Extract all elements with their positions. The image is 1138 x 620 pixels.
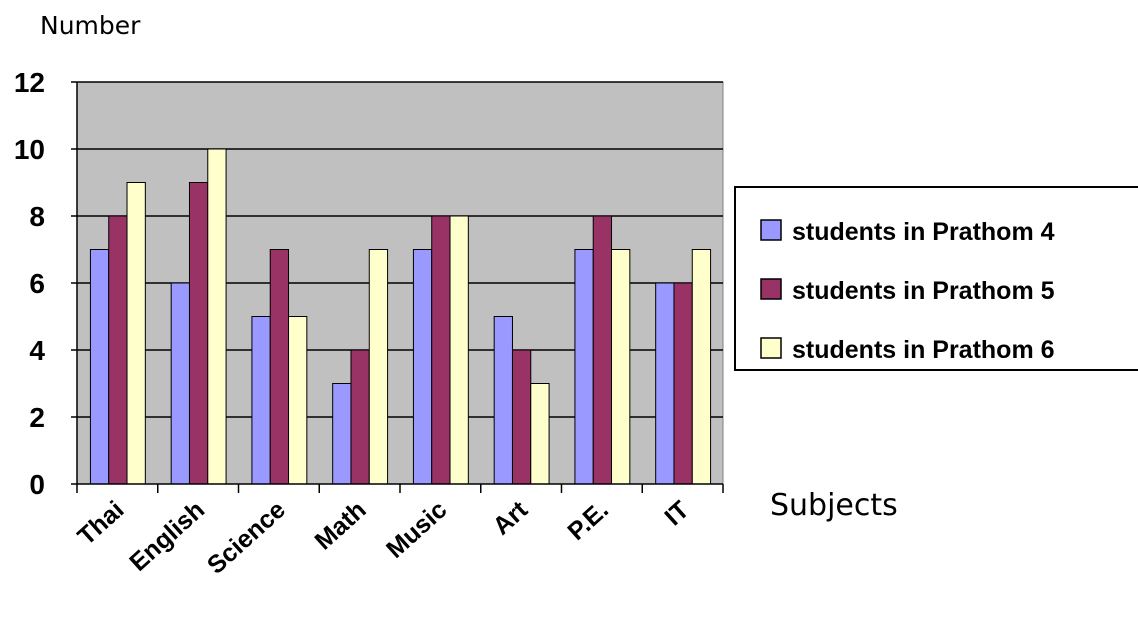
bar — [288, 316, 308, 485]
bar — [673, 282, 693, 485]
bar — [350, 349, 370, 485]
y-tick-labels: 0 2 4 6 8 10 12 — [14, 67, 46, 500]
y-axis-label: Number — [40, 11, 141, 40]
x-tick-label: P.E. — [562, 496, 613, 546]
y-tick-label: 6 — [29, 268, 45, 299]
bar — [269, 249, 290, 485]
legend-label: students in Prathom 5 — [792, 277, 1055, 305]
bar — [170, 282, 190, 485]
bar — [126, 182, 146, 485]
y-tick-label: 4 — [29, 335, 45, 366]
bar — [412, 249, 433, 485]
bar — [332, 383, 352, 485]
bar — [511, 349, 532, 485]
bar — [691, 249, 712, 485]
bar — [493, 316, 513, 485]
bar — [574, 249, 594, 485]
bar — [89, 249, 110, 485]
bar — [207, 148, 227, 485]
legend-label: students in Prathom 4 — [792, 218, 1055, 246]
bars — [89, 148, 712, 485]
bar — [530, 383, 550, 485]
bar — [655, 282, 675, 485]
legend-box — [734, 186, 1138, 371]
legend-swatch — [760, 278, 782, 300]
x-axis-label: Subjects — [770, 488, 898, 523]
bar — [108, 215, 128, 485]
y-tick-label: 2 — [29, 402, 45, 433]
y-tick-label: 8 — [29, 201, 45, 232]
legend: students in Prathom 4 students in Prathom… — [734, 186, 1138, 371]
bar — [368, 249, 389, 485]
bar — [251, 316, 271, 485]
x-tick-label: Music — [381, 496, 452, 564]
legend-label: students in Prathom 6 — [792, 336, 1055, 364]
legend-swatch — [760, 337, 782, 359]
bar — [449, 215, 469, 485]
bar — [188, 182, 209, 485]
y-tick-label: 0 — [29, 469, 45, 500]
bar — [592, 215, 613, 485]
x-tick-label: Thai — [72, 496, 129, 551]
y-tick-label: 12 — [14, 67, 45, 98]
x-tick-label: IT — [659, 496, 694, 532]
x-tick-label: English — [124, 496, 210, 577]
x-tick-label: Art — [488, 495, 534, 540]
x-tick-label: Math — [310, 496, 372, 556]
axes — [71, 81, 724, 493]
bar — [431, 215, 451, 485]
x-tick-label: Science — [202, 496, 291, 580]
y-tick-label: 10 — [14, 134, 45, 165]
bar — [611, 249, 631, 485]
legend-swatch — [760, 219, 782, 241]
